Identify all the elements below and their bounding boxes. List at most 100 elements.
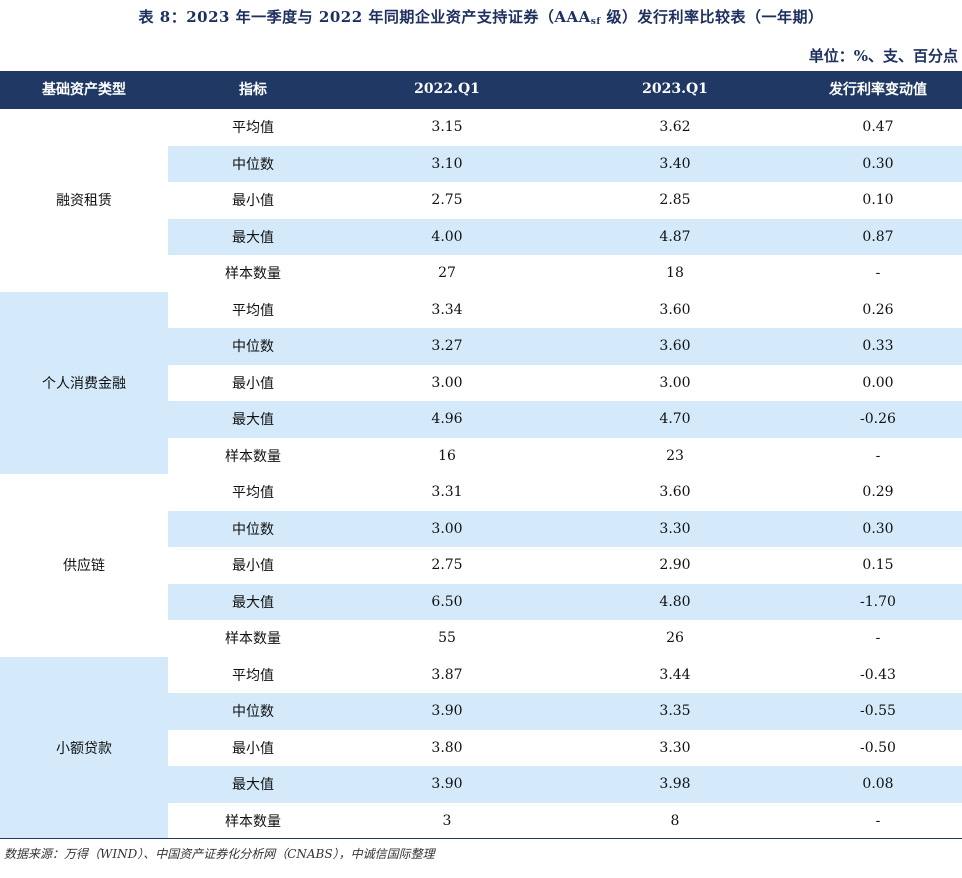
value-2023q1-cell: 8 [670,812,680,829]
value-2022q1-cell: 3.87 [431,666,463,683]
metric-cell: 平均值 [232,485,274,502]
value-2023q1-cell: 3.35 [556,693,794,730]
value-2022q1-cell: 2.75 [431,192,463,209]
value-2022q1-cell: 3.90 [338,766,556,803]
rate-change-cell: 0.15 [862,557,894,574]
rate-change-cell: -1.70 [794,583,962,620]
rate-change-cell: -0.26 [794,401,962,438]
header-row: 基础资产类型 指标 2022.Q1 2023.Q1 发行利率变动值 [0,71,962,109]
header-rate-change: 发行利率变动值 [794,71,962,109]
rate-change-cell: -0.55 [794,693,962,730]
asset-type-cell: 小额贷款 [0,656,168,839]
rate-change-cell: - [875,447,881,464]
value-2023q1-cell: 3.98 [556,766,794,803]
unit-note: 单位：%、支、百分点 [808,47,958,65]
rate-change-cell: 0.08 [794,766,962,803]
rate-change-cell: 0.30 [794,510,962,547]
value-2022q1-cell: 3.27 [338,328,556,365]
header-asset-type: 基础资产类型 [0,71,168,109]
value-2023q1-cell: 3.30 [659,739,691,756]
table-title: 表 8：2023 年一季度与 2022 年同期企业资产支持证券（AAAsf 级）… [0,4,962,30]
metric-cell: 平均值 [232,120,274,137]
table-row: 最大值 4.96 4.70 -0.26 [0,401,962,438]
rate-change-cell: 0.33 [794,328,962,365]
value-2022q1-cell: 55 [438,630,456,647]
table-body: 融资租赁 平均值 3.15 3.62 0.47 中位数 3.10 3.40 0.30 最小值 2.7… [0,108,962,839]
table-row: 样本数量 27 18 - [0,255,962,292]
table-row: 最小值 2.75 2.90 0.15 [0,547,962,584]
table-row: 中位数 3.00 3.30 0.30 [0,510,962,547]
bottom-rule [0,838,962,839]
value-2023q1-cell: 3.30 [556,510,794,547]
title-suffix: 级）发行利率比较表（一年期） [600,8,824,26]
value-2023q1-cell: 3.60 [659,301,691,318]
metric-cell: 平均值 [232,302,274,319]
table-row: 样本数量 16 23 - [0,438,962,475]
table-row: 最小值 3.00 3.00 0.00 [0,365,962,402]
title-prefix: 表 8：2023 年一季度与 2022 年同期企业资产支持证券（AAA [138,8,591,26]
table-row: 融资租赁 平均值 3.15 3.62 0.47 [0,108,962,292]
value-2023q1-cell: 2.85 [659,192,691,209]
table-row: 样本数量 55 26 - [0,620,962,657]
rate-change-cell: 0.87 [794,218,962,255]
value-2022q1-cell: 16 [438,447,456,464]
metric-cell: 最小值 [232,558,274,575]
value-2022q1-cell: 3.90 [338,693,556,730]
metric-cell: 平均值 [232,667,274,684]
value-2022q1-cell: 3.00 [431,374,463,391]
value-2023q1-cell: 3.40 [556,145,794,182]
value-2023q1-cell: 4.80 [556,583,794,620]
value-2022q1-cell: 3.15 [431,119,463,136]
rate-change-cell: 0.00 [862,374,894,391]
table-row: 最小值 2.75 2.85 0.10 [0,182,962,219]
value-2023q1-cell: 18 [666,265,684,282]
metric-cell: 最小值 [232,193,274,210]
metric-cell: 样本数量 [225,631,281,648]
rate-change-cell: -0.50 [860,739,896,756]
value-2022q1-cell: 3.34 [431,301,463,318]
table-row: 个人消费金融 平均值 3.34 3.60 0.26 [0,291,962,474]
value-2022q1-cell: 27 [438,265,456,282]
value-2022q1-cell: 2.75 [431,557,463,574]
value-2023q1-cell: 4.87 [556,218,794,255]
header-metric: 指标 [168,71,338,109]
metric-cell: 最大值 [168,218,338,255]
value-2023q1-cell: 3.44 [659,666,691,683]
data-source-note: 数据来源：万得（WIND）、中国资产证券化分析网（CNABS），中诚信国际整理 [4,847,435,861]
table-row: 供应链 平均值 3.31 3.60 0.29 [0,474,962,657]
metric-cell: 最大值 [168,766,338,803]
value-2022q1-cell: 6.50 [338,583,556,620]
rate-change-cell: -0.43 [860,666,896,683]
value-2022q1-cell: 3.10 [338,145,556,182]
metric-cell: 中位数 [168,693,338,730]
table-row: 最大值 3.90 3.98 0.08 [0,766,962,803]
table-row: 最小值 3.80 3.30 -0.50 [0,730,962,767]
value-2022q1-cell: 4.96 [338,401,556,438]
metric-cell: 最大值 [168,401,338,438]
value-2023q1-cell: 3.60 [659,484,691,501]
rate-change-cell: - [875,812,881,829]
value-2023q1-cell: 2.90 [659,557,691,574]
metric-cell: 样本数量 [225,813,281,830]
metric-cell: 中位数 [168,145,338,182]
table-row: 样本数量 3 8 - [0,803,962,840]
value-2022q1-cell: 4.00 [338,218,556,255]
rate-change-cell: - [875,265,881,282]
header-2023q1: 2023.Q1 [556,71,794,109]
header-2022q1: 2022.Q1 [338,71,556,109]
rate-change-cell: 0.30 [794,145,962,182]
table-row: 中位数 3.27 3.60 0.33 [0,328,962,365]
value-2022q1-cell: 3.31 [431,484,463,501]
table-row: 小额贷款 平均值 3.87 3.44 -0.43 [0,656,962,839]
asset-type-cell: 个人消费金融 [0,291,168,474]
asset-type-cell: 供应链 [0,474,168,657]
table-row: 中位数 3.10 3.40 0.30 [0,145,962,182]
table-row: 最大值 6.50 4.80 -1.70 [0,583,962,620]
value-2023q1-cell: 3.62 [659,119,691,136]
value-2023q1-cell: 3.00 [659,374,691,391]
value-2023q1-cell: 23 [666,447,684,464]
rate-comparison-table: 基础资产类型 指标 2022.Q1 2023.Q1 发行利率变动值 融资租赁平均… [0,71,962,839]
metric-cell: 中位数 [168,328,338,365]
asset-type-cell: 融资租赁 [0,108,168,292]
value-2023q1-cell: 3.60 [556,328,794,365]
